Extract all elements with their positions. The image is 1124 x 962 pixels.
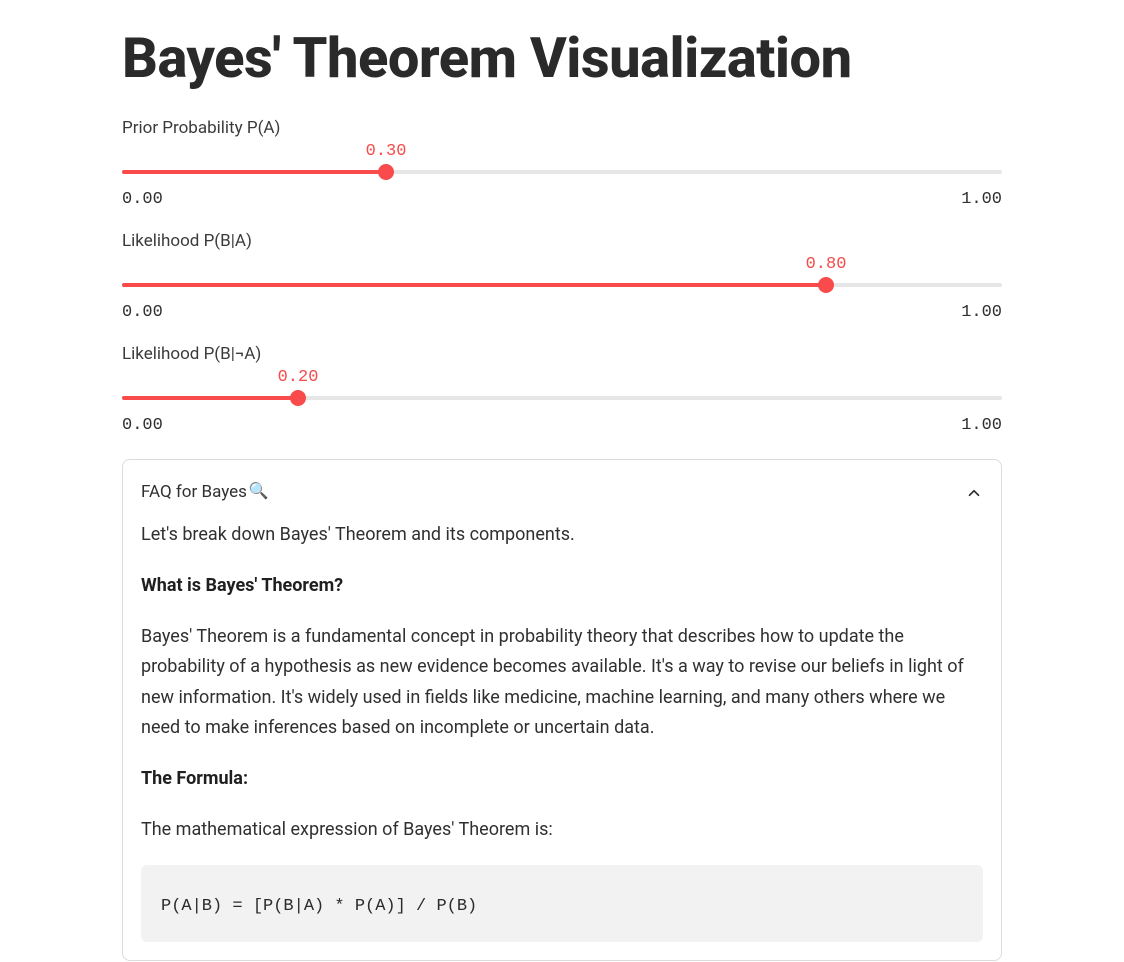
slider-likelihood-not-a-max: 1.00 <box>961 416 1002 435</box>
faq-q1-heading: What is Bayes' Theorem? <box>141 575 343 596</box>
faq-title: FAQ for Bayes <box>141 478 247 507</box>
slider-prior-value: 0.30 <box>366 142 407 161</box>
slider-likelihood-a-thumb[interactable] <box>818 277 834 293</box>
search-icon: 🔍 <box>249 483 269 499</box>
slider-likelihood-not-a-track[interactable]: 0.20 <box>122 374 1002 408</box>
slider-likelihood-a-label: Likelihood P(B|A) <box>122 231 1002 251</box>
faq-panel: FAQ for Bayes 🔍 Let's break down Bayes' … <box>122 459 1002 962</box>
slider-prior-min: 0.00 <box>122 190 163 209</box>
slider-likelihood-a-value: 0.80 <box>806 255 847 274</box>
slider-likelihood-not-a-thumb[interactable] <box>290 390 306 406</box>
faq-formula-heading: The Formula: <box>141 768 248 789</box>
slider-likelihood-a-max: 1.00 <box>961 303 1002 322</box>
faq-formula-code: P(A|B) = [P(B|A) * P(A)] / P(B) <box>141 865 983 942</box>
chevron-up-icon[interactable] <box>965 483 983 501</box>
faq-intro: Let's break down Bayes' Theorem and its … <box>141 520 983 551</box>
slider-prior-label: Prior Probability P(A) <box>122 118 1002 138</box>
slider-prior: Prior Probability P(A) 0.30 0.00 1.00 <box>122 118 1002 209</box>
slider-likelihood-not-a-fill <box>122 396 298 400</box>
slider-likelihood-a-fill <box>122 283 826 287</box>
slider-likelihood-not-a: Likelihood P(B|¬A) 0.20 0.00 1.00 <box>122 344 1002 435</box>
slider-likelihood-a-track[interactable]: 0.80 <box>122 261 1002 295</box>
faq-q1-body: Bayes' Theorem is a fundamental concept … <box>141 622 983 744</box>
page-title: Bayes' Theorem Visualization <box>122 28 1002 90</box>
slider-prior-thumb[interactable] <box>378 164 394 180</box>
slider-likelihood-not-a-label: Likelihood P(B|¬A) <box>122 344 1002 364</box>
slider-prior-fill <box>122 170 386 174</box>
slider-likelihood-a-min: 0.00 <box>122 303 163 322</box>
slider-prior-track[interactable]: 0.30 <box>122 148 1002 182</box>
slider-likelihood-not-a-value: 0.20 <box>278 368 319 387</box>
slider-likelihood-not-a-min: 0.00 <box>122 416 163 435</box>
faq-formula-lead: The mathematical expression of Bayes' Th… <box>141 815 983 846</box>
slider-likelihood-a: Likelihood P(B|A) 0.80 0.00 1.00 <box>122 231 1002 322</box>
slider-prior-max: 1.00 <box>961 190 1002 209</box>
